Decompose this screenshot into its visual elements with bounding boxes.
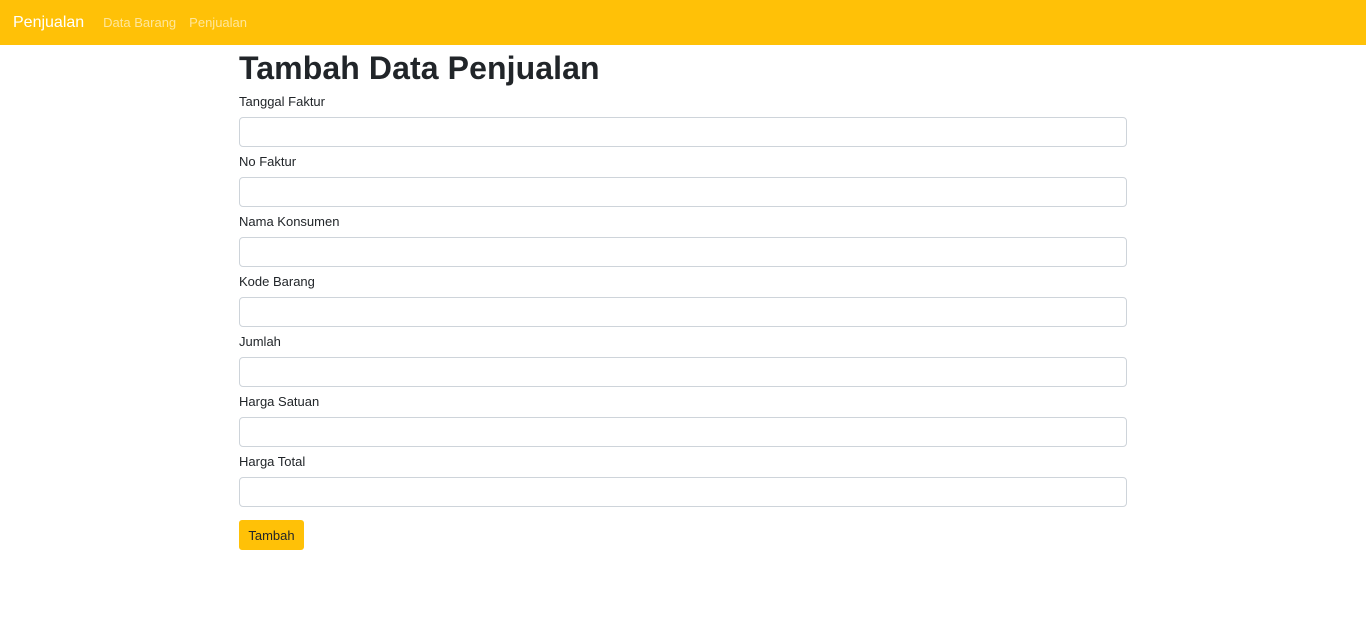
field-kode-barang: Kode Barang [239,275,1127,327]
kode-barang-input[interactable] [239,297,1127,327]
harga-total-input[interactable] [239,477,1127,507]
harga-total-label: Harga Total [239,454,306,469]
tanggal-faktur-input[interactable] [239,117,1127,147]
kode-barang-label: Kode Barang [239,274,315,289]
tambah-button[interactable]: Tambah [239,520,304,550]
harga-satuan-input[interactable] [239,417,1127,447]
no-faktur-input[interactable] [239,177,1127,207]
nav-link-penjualan[interactable]: Penjualan [189,15,247,30]
jumlah-input[interactable] [239,357,1127,387]
tanggal-faktur-label: Tanggal Faktur [239,94,325,109]
no-faktur-label: No Faktur [239,154,297,169]
field-jumlah: Jumlah [239,335,1127,387]
jumlah-label: Jumlah [239,334,281,349]
field-harga-satuan: Harga Satuan [239,395,1127,447]
field-harga-total: Harga Total [239,455,1127,507]
nama-konsumen-input[interactable] [239,237,1127,267]
nav-link-data-barang[interactable]: Data Barang [103,15,177,30]
top-navbar: Penjualan Data Barang Penjualan [0,0,1366,45]
page-title: Tambah Data Penjualan [239,50,600,86]
field-no-faktur: No Faktur [239,155,1127,207]
nama-konsumen-label: Nama Konsumen [239,214,340,229]
field-tanggal-faktur: Tanggal Faktur [239,95,1127,147]
harga-satuan-label: Harga Satuan [239,394,320,409]
add-sale-form: Tanggal Faktur No Faktur Nama Konsumen K… [239,95,1127,550]
navbar-brand[interactable]: Penjualan [13,13,85,31]
main-container: Tambah Data Penjualan Tanggal Faktur No … [239,45,1127,550]
field-nama-konsumen: Nama Konsumen [239,215,1127,267]
